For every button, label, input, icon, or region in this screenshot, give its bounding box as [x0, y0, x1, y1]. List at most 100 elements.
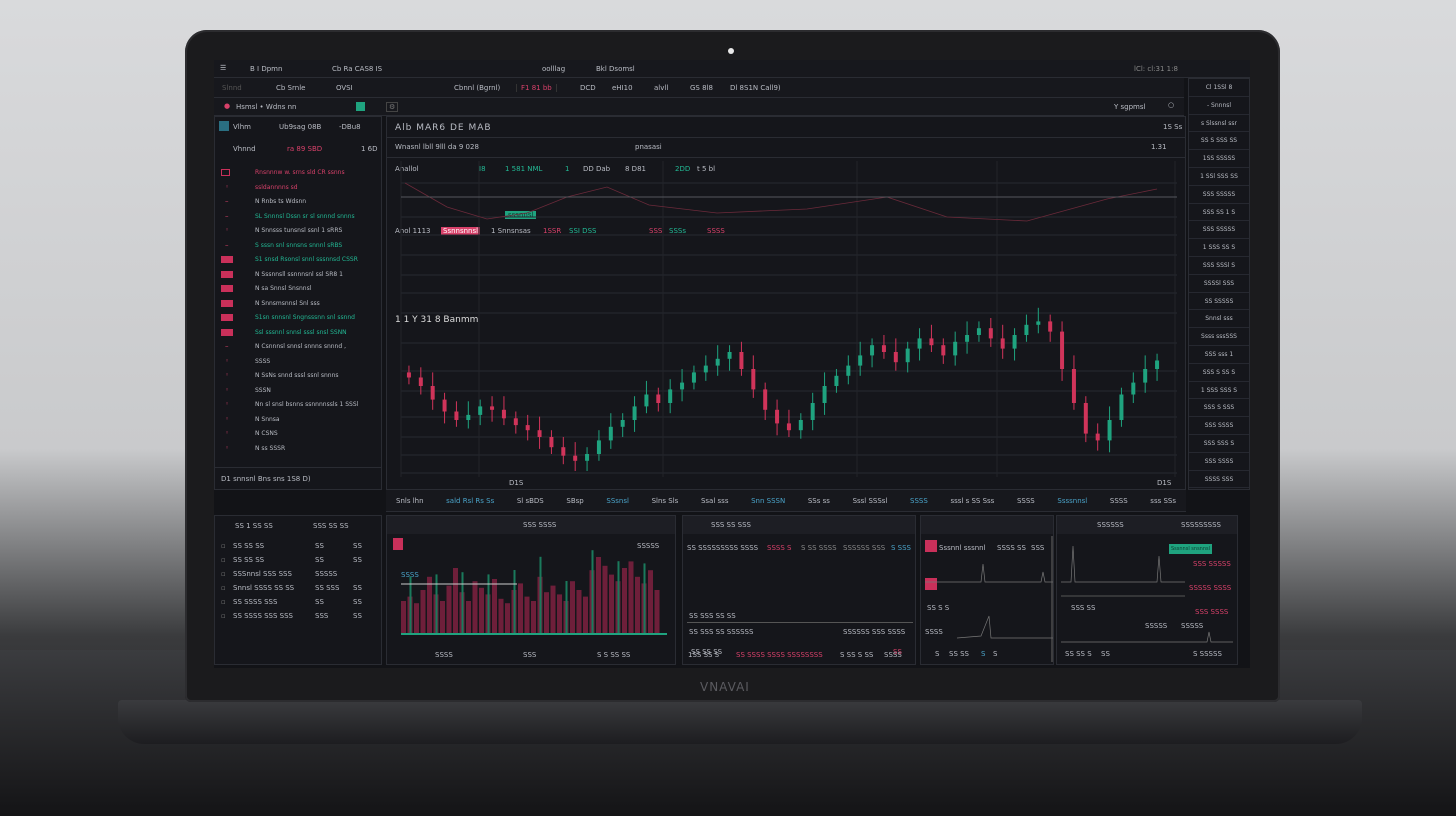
toolbar-item[interactable]: alvll [654, 84, 669, 92]
candle-body[interactable] [573, 455, 578, 461]
watchlist-item[interactable]: ssldannnns sd [255, 183, 298, 191]
position-name[interactable]: Snnsl SSSS SS SS [233, 584, 295, 592]
candle-body[interactable] [988, 328, 993, 339]
candle-body[interactable] [490, 406, 495, 410]
candle-body[interactable] [727, 352, 732, 359]
candle-body[interactable] [941, 345, 946, 356]
candle-body[interactable] [608, 426, 613, 441]
toolbar-item[interactable]: Slnnd [222, 84, 242, 92]
watchlist-item[interactable]: S sssn snl snnsns snnnl sRBS [255, 241, 343, 249]
order-book-row[interactable]: 1 SSl SSS SS [1189, 168, 1249, 186]
order-book-row[interactable]: SSS SSSS [1189, 417, 1249, 435]
signals-button[interactable]: Sssnnsl snsnnsl [1169, 544, 1213, 554]
timeline-label[interactable]: Sl sBDS [516, 497, 544, 505]
timeline-label[interactable]: SSSS [1016, 497, 1035, 505]
candle-body[interactable] [466, 414, 471, 420]
order-book-row[interactable]: SS SSSSS [1189, 293, 1249, 311]
watchlist-item[interactable]: SL Snnnsl Dssn sr sl snnnd snnns [255, 212, 355, 220]
timeline-label[interactable]: Snn SSSN [751, 497, 786, 505]
candle-body[interactable] [406, 372, 411, 378]
candle-body[interactable] [691, 372, 696, 383]
order-book-row[interactable]: 1 SSS SSS S [1189, 382, 1249, 400]
candle-body[interactable] [870, 345, 875, 356]
order-book-row[interactable]: SSS S SS S [1189, 364, 1249, 382]
candle-body[interactable] [620, 420, 625, 427]
candle-body[interactable] [1143, 369, 1148, 383]
order-book-row[interactable]: - Snnnsl [1189, 97, 1249, 115]
candle-body[interactable] [775, 409, 780, 424]
candle-body[interactable] [858, 355, 863, 366]
toolbar-item[interactable]: Dl 8S1N Call9) [730, 84, 781, 92]
candle-body[interactable] [881, 345, 886, 352]
candle-body[interactable] [1048, 321, 1053, 332]
candle-body[interactable] [1131, 382, 1136, 395]
order-book-row[interactable]: SSSSl SSS [1189, 275, 1249, 293]
watchlist-item[interactable]: N Csnnnsl snnsl snnns snnnd , [255, 343, 346, 350]
position-name[interactable]: SSSnnsl SSS SSS [233, 570, 292, 578]
toolbar-item[interactable]: DCD [580, 84, 596, 92]
candle-body[interactable] [585, 454, 590, 461]
candle-body[interactable] [953, 341, 958, 356]
toolbar-item[interactable]: Cbnnl (Bgrnl) [454, 84, 501, 92]
order-book-row[interactable]: SSS SS 1 S [1189, 204, 1249, 222]
timeline-label[interactable]: Sssl SSSsl [852, 497, 888, 505]
order-book-row[interactable]: Cl 1SSl 8 [1189, 79, 1249, 97]
order-book-row[interactable]: SSS sss 1 [1189, 346, 1249, 364]
watchlist-item[interactable]: N Rnbs ts Wdsnn [255, 198, 307, 205]
timeline-label[interactable]: Ssal sss [700, 497, 729, 505]
order-book-row[interactable]: Snnsl sss [1189, 310, 1249, 329]
candle-body[interactable] [680, 382, 685, 390]
candle-body[interactable] [644, 394, 649, 407]
candle-body[interactable] [715, 358, 720, 366]
watchlist-item[interactable]: S1 snsd Rsonsl snnl sssnnsd CSSR [255, 256, 358, 263]
candle-body[interactable] [786, 423, 791, 431]
candle-body[interactable] [442, 399, 447, 412]
position-name[interactable]: SS SSSS SSS [233, 598, 278, 606]
timeline-label[interactable]: sald Rsl Rs Ss [446, 497, 495, 505]
order-book-row[interactable]: 1 SSS SS S [1189, 239, 1249, 257]
position-name[interactable]: SS SS SS [233, 542, 265, 550]
order-book-row[interactable]: SSS SSSSS [1189, 186, 1249, 204]
timeline-label[interactable]: sssl s SS Sss [950, 497, 995, 505]
candle-body[interactable] [513, 418, 518, 426]
watchlist-item[interactable]: S1sn snnsnl Sngnsssnn snl ssnnd [255, 314, 355, 321]
candle-body[interactable] [525, 425, 530, 431]
candle-body[interactable] [561, 447, 566, 456]
candle-body[interactable] [632, 406, 637, 420]
order-book-row[interactable]: SSS S SSS [1189, 399, 1249, 418]
watchlist-item[interactable]: N CSNS [255, 430, 278, 437]
candle-body[interactable] [1012, 335, 1017, 349]
watchlist-item[interactable]: N SsNs snnd sssl ssnl snnns [255, 372, 339, 379]
order-book-row[interactable]: SSSS SSS [1189, 471, 1249, 489]
order-book-row[interactable]: SSS SSSl S [1189, 257, 1249, 275]
position-name[interactable]: SS SS SS [233, 556, 265, 564]
candle-body[interactable] [893, 352, 898, 363]
candle-body[interactable] [1071, 369, 1076, 403]
layout-label[interactable]: Y sgpmsl [1114, 103, 1146, 111]
toolbar-item[interactable]: Cb Srnle [276, 84, 306, 92]
candle-body[interactable] [501, 409, 506, 419]
timeline-label[interactable]: SSSS [910, 497, 928, 505]
candle-body[interactable] [668, 389, 673, 403]
watchlist-item[interactable]: N Sssnnsll ssnnnsnl ssl SR8 1 [255, 270, 343, 278]
tab-2[interactable]: Cb Ra CAS8 IS [332, 65, 383, 73]
search-icon[interactable]: ○ [1168, 101, 1175, 109]
candle-body[interactable] [418, 377, 423, 387]
watchlist-item[interactable]: Rnsnnnw w. srns sld CR ssnns [255, 169, 345, 176]
candle-body[interactable] [1036, 321, 1041, 325]
watchlist-item[interactable]: Ssl sssnnl snnsl sssl snsl SSNN [255, 328, 347, 336]
watchlist-item[interactable]: Nn sl snsl bsnns ssnnnnssls 1 SSSl [255, 401, 359, 408]
timeline-label[interactable]: SSSS [1109, 497, 1128, 505]
candle-body[interactable] [822, 386, 827, 403]
watchlist-item[interactable]: N Snnsmsnnsl Snl sss [255, 299, 320, 307]
order-book-row[interactable]: Ssss sssSSS [1189, 328, 1249, 346]
candle-body[interactable] [810, 403, 815, 420]
candle-body[interactable] [846, 365, 851, 376]
order-book-row[interactable]: SSS SSSS [1189, 453, 1249, 471]
timeline-label[interactable]: Ssssnnsl [1057, 497, 1088, 505]
tab-1[interactable]: B I Dpmn [250, 65, 283, 73]
order-book-row[interactable]: s Slssnsl ssr [1189, 115, 1249, 133]
candle-body[interactable] [1000, 338, 1005, 349]
symbol-selector[interactable]: Hsmsl • Wdns nn [236, 103, 297, 111]
candle-body[interactable] [1024, 324, 1029, 335]
